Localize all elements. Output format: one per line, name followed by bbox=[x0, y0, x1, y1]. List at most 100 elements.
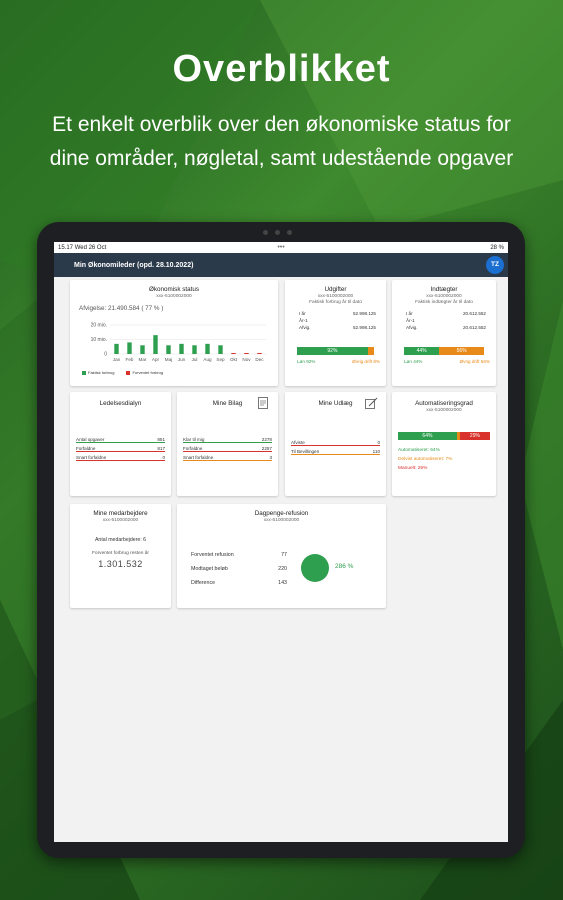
card-text: Difference bbox=[191, 580, 216, 586]
card-subtitle: xxx-5100002000 bbox=[426, 294, 462, 299]
card-text: I år bbox=[299, 311, 306, 316]
card-text bbox=[365, 399, 375, 409]
card-title: Økonomisk status bbox=[148, 286, 200, 293]
x-tick-label: Feb bbox=[126, 357, 134, 362]
list-item: Afviste 0 bbox=[291, 440, 380, 446]
card-text: 817 bbox=[157, 446, 165, 451]
automatiseret-label: Automatiseret: 64% bbox=[398, 448, 440, 453]
indtaegter-split-bar: 44% 56% bbox=[404, 347, 484, 355]
card-text: 92% bbox=[297, 347, 368, 355]
card-caption: Faktisk forbrug år til dato bbox=[309, 300, 362, 305]
list-item: Modtaget beløb 220 bbox=[191, 562, 287, 576]
antal-medarbejdere: Antal medarbejdere: 6 bbox=[94, 537, 147, 543]
bar-jan[interactable] bbox=[114, 343, 119, 354]
lon-label: Løn 92% bbox=[297, 359, 316, 364]
card-text: Forventet refusion 77 Modtaget beløb 220 D… bbox=[191, 548, 287, 590]
bar-maj[interactable] bbox=[166, 345, 171, 354]
promo-headline: Overblikket bbox=[172, 48, 391, 90]
card-text: År-1 bbox=[406, 318, 415, 323]
automatisering-split-bar: 64% 29% bbox=[398, 432, 490, 440]
bar-apr[interactable] bbox=[153, 335, 158, 354]
card-okonomisk-status[interactable]: Økonomisk status xxx-5100002000 Afvigels… bbox=[70, 280, 278, 386]
card-text: 0 bbox=[162, 455, 165, 460]
card-udgifter[interactable]: Udgifter xxx-5100002000 Faktisk forbrug … bbox=[285, 280, 386, 386]
receipt-edit-icon bbox=[365, 397, 378, 409]
camera-dot bbox=[287, 230, 292, 235]
list-item: Forfaldne 2257 bbox=[183, 446, 272, 452]
card-text: 64% bbox=[398, 432, 457, 440]
card-title: Dagpenge-refusion bbox=[254, 510, 309, 517]
card-subtitle: xxx-5100002000 bbox=[426, 408, 462, 413]
card-indtaegter[interactable]: Indtægter xxx-5100002000 Faktisk indtægt… bbox=[392, 280, 496, 386]
bar-aug[interactable] bbox=[205, 343, 210, 354]
list-item: Til Bevillingen 110 bbox=[291, 449, 380, 455]
y-tick-label: 20 mio. bbox=[91, 323, 107, 329]
card-text: År-1 bbox=[299, 318, 308, 323]
forventet-value: 1.301.532 bbox=[98, 559, 143, 569]
card-mine-bilag[interactable]: Mine Bilag Klar til mig 2278 Forfaldne 225… bbox=[177, 392, 278, 496]
x-tick-label: Mar bbox=[139, 357, 147, 362]
card-automatisering[interactable]: Automatiseringsgrad xxx-5100002000 64% 2… bbox=[392, 392, 496, 496]
card-text: I år bbox=[406, 311, 413, 316]
card-text: 20.612.552 bbox=[463, 311, 486, 316]
bar-jun[interactable] bbox=[179, 343, 184, 354]
card-text: 2257 bbox=[261, 446, 272, 451]
card-text: Forfaldne bbox=[183, 446, 203, 451]
card-text: 44% bbox=[404, 347, 440, 355]
udgifter-split-bar: 92% bbox=[297, 347, 374, 355]
drift-label: Øvrig drift 8% bbox=[352, 359, 380, 364]
drift-label: Øvrig drift 56% bbox=[459, 359, 490, 364]
card-text: Afvig. bbox=[406, 325, 418, 330]
multitask-dots[interactable]: ••• bbox=[277, 244, 285, 251]
card-text bbox=[456, 432, 460, 440]
x-tick-label: Aug bbox=[203, 357, 212, 362]
card-subtitle: xxx-5100002000 bbox=[317, 294, 354, 299]
card-text: Antal opgaver bbox=[76, 437, 105, 442]
card-text: Faktisk forbrug Forventet forbrug bbox=[82, 370, 163, 375]
bar-dec[interactable] bbox=[257, 352, 262, 354]
manuelt-label: Manuelt: 29% bbox=[398, 466, 428, 471]
bar-feb[interactable] bbox=[127, 342, 132, 354]
bar-jul[interactable] bbox=[192, 345, 197, 354]
x-tick-label: Okt bbox=[230, 357, 238, 362]
x-tick-label: Jan bbox=[113, 357, 121, 362]
card-dagpenge[interactable]: Dagpenge-refusion xxx-5100002000 Forvent… bbox=[177, 504, 386, 608]
x-tick-label: Apr bbox=[152, 357, 160, 362]
bar-mar[interactable] bbox=[140, 345, 145, 354]
card-text: Afvig. bbox=[299, 325, 311, 330]
card-text: Automatiseret: 64% Delvist automatiseret… bbox=[398, 446, 452, 473]
card-title: Mine medarbejdere bbox=[93, 510, 148, 517]
card-medarbejdere[interactable]: Mine medarbejdere xxx-5100002000 Antal m… bbox=[70, 504, 171, 608]
bar-sep[interactable] bbox=[218, 345, 223, 354]
battery-status: 28 % bbox=[490, 244, 504, 251]
y-tick-label: 10 mio. bbox=[91, 337, 107, 343]
list-item: I år 52.998.125 bbox=[297, 310, 378, 317]
bar-nov[interactable] bbox=[244, 352, 249, 354]
list-item: År-1 bbox=[404, 317, 488, 324]
card-text: 110 bbox=[372, 449, 380, 454]
card-subtitle: xxx-5100002000 bbox=[156, 294, 192, 299]
card-text: 143 bbox=[278, 580, 287, 586]
card-ledelse[interactable]: Ledelsesdialyn Antal opgaver 851 Forfaldn… bbox=[70, 392, 171, 496]
card-mine-udlaeg[interactable]: Mine Udlæg Afviste 0 Til Bevillingen 110 bbox=[285, 392, 386, 496]
card-title: Udgifter bbox=[324, 286, 347, 293]
list-item: Forfaldne 817 bbox=[76, 446, 165, 452]
card-text: Forventet refusion bbox=[191, 552, 234, 558]
card-text: 77 bbox=[281, 552, 287, 558]
list-item: Forventet refusion 77 bbox=[191, 548, 287, 562]
afvigelse-text: Afvigelse: 21.490.584 ( 77 % ) bbox=[79, 305, 164, 312]
card-text: 56% bbox=[456, 348, 467, 354]
document-icon bbox=[258, 397, 268, 409]
camera-dot bbox=[275, 230, 280, 235]
card-text bbox=[82, 370, 86, 375]
x-tick-label: Nov bbox=[242, 357, 251, 362]
x-tick-label: Jun bbox=[178, 357, 186, 362]
x-tick-label: Maj bbox=[165, 357, 172, 362]
card-text: 20.612.552 bbox=[463, 325, 486, 330]
list-item: I år 20.612.552 bbox=[404, 310, 488, 317]
lon-label: Løn 44% bbox=[404, 359, 423, 364]
card-text: Til Bevillingen bbox=[291, 449, 320, 454]
card-subtitle: xxx-5100002000 bbox=[102, 518, 139, 523]
bar-okt[interactable] bbox=[231, 352, 236, 354]
user-avatar[interactable]: TZ bbox=[486, 256, 504, 274]
